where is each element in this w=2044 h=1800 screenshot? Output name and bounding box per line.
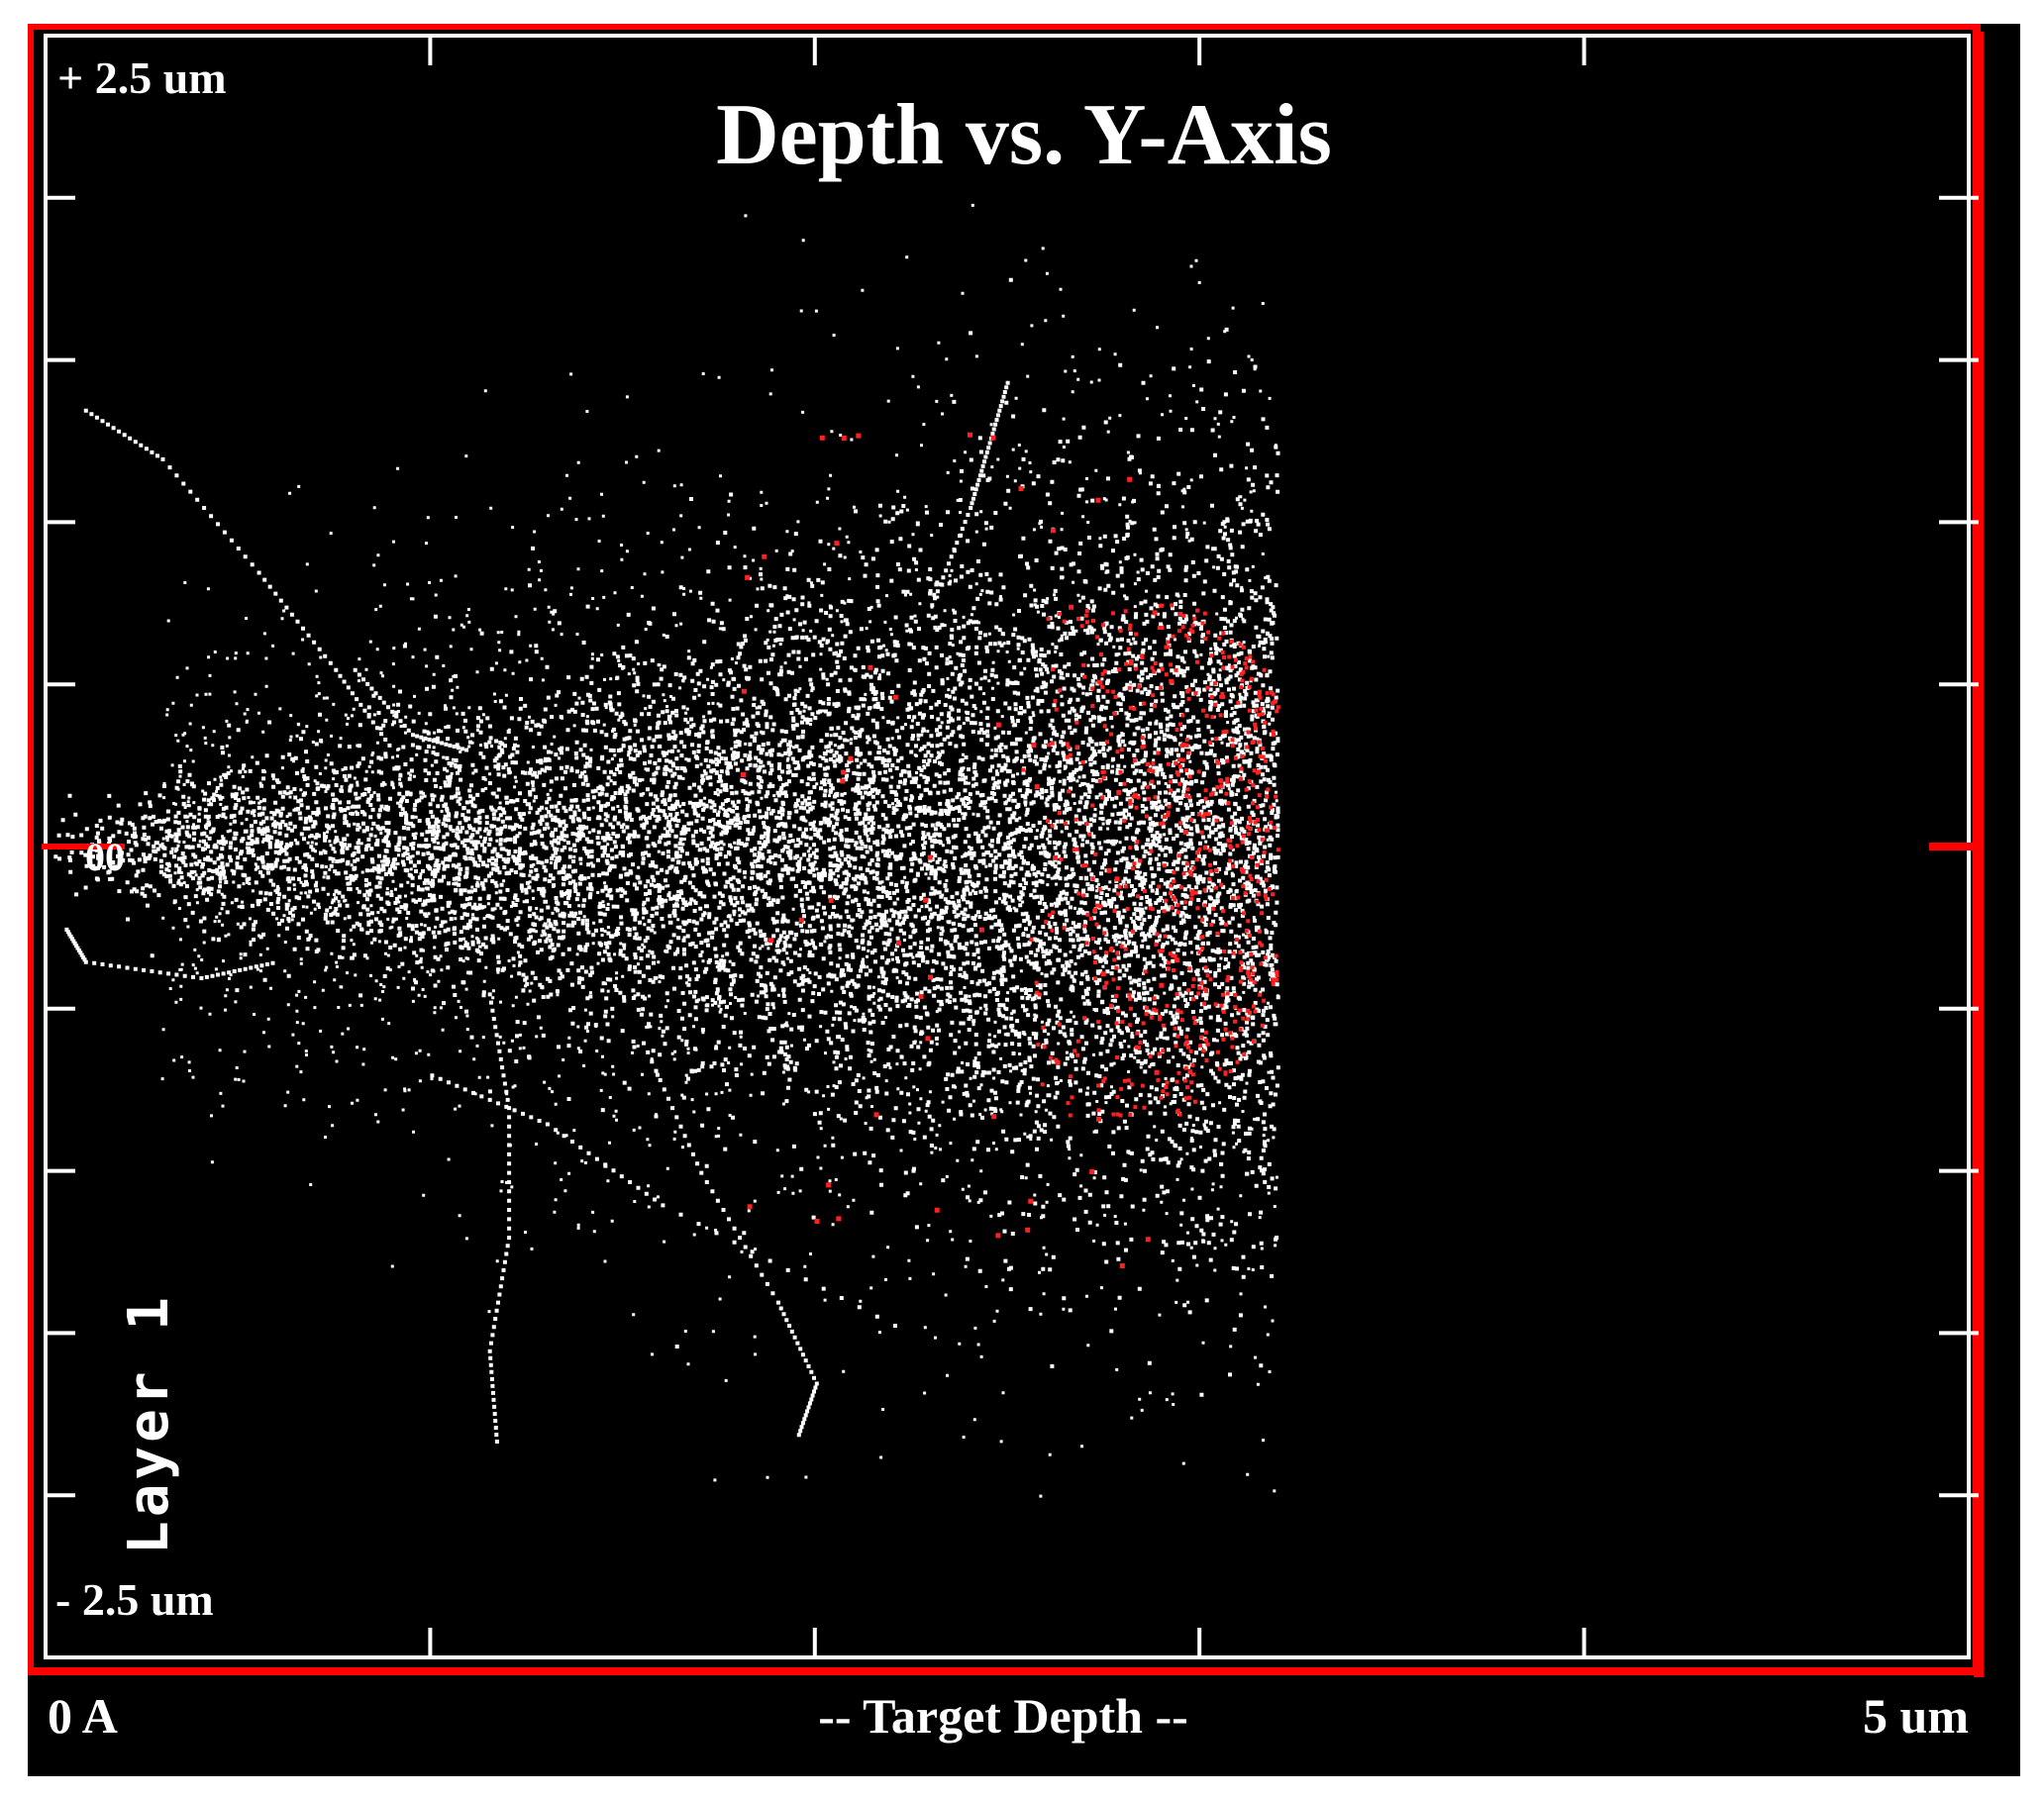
endpoint-points bbox=[741, 432, 1280, 1268]
x-axis-label: -- Target Depth -- bbox=[818, 1688, 1188, 1744]
y-max-label: + 2.5 um bbox=[57, 52, 227, 103]
trajectory-points bbox=[53, 203, 1280, 1498]
y-min-label: - 2.5 um bbox=[55, 1574, 214, 1625]
x-max-label: 5 um bbox=[1863, 1688, 1969, 1744]
y-zero-label: 00 bbox=[85, 835, 125, 879]
chart-title: Depth vs. Y-Axis bbox=[716, 87, 1332, 183]
x-min-label: 0 A bbox=[48, 1688, 118, 1744]
depth-vs-y-chart bbox=[28, 24, 1984, 1677]
scatter-points bbox=[53, 203, 1280, 1498]
plot-window: Depth vs. Y-Axis + 2.5 um - 2.5 um 00 La… bbox=[28, 24, 2020, 1776]
axes bbox=[28, 24, 1984, 1677]
layer-label: Layer 1 bbox=[117, 1292, 181, 1554]
